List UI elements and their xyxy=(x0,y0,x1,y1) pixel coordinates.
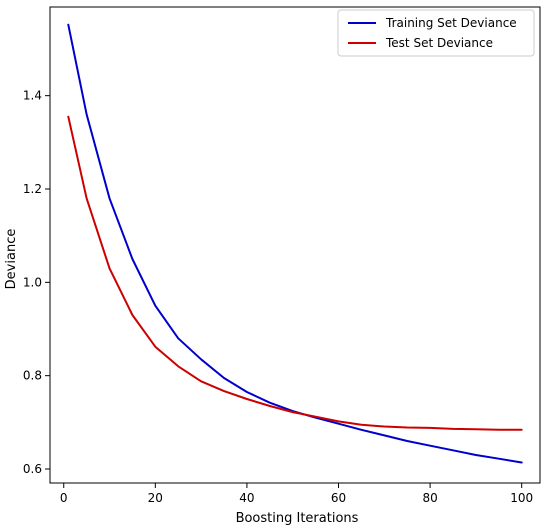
legend-box xyxy=(337,9,535,57)
legend: Training Set Deviance Test Set Deviance xyxy=(337,9,535,57)
y-axis-ticks: 0.6 0.8 1.0 1.2 1.4 xyxy=(23,89,50,476)
legend-label: Training Set Deviance xyxy=(385,16,517,30)
x-tick-label: 40 xyxy=(239,491,254,505)
y-tick-label: 0.8 xyxy=(23,369,42,383)
series-layer xyxy=(67,23,523,464)
y-axis-label: Deviance xyxy=(4,229,19,290)
x-tick-label: 60 xyxy=(331,491,346,505)
x-tick-label: 80 xyxy=(422,491,437,505)
x-tick-label: 20 xyxy=(148,491,163,505)
y-tick-label: 1.4 xyxy=(23,89,42,103)
x-axis-label: Boosting Iterations xyxy=(236,511,359,526)
legend-label: Test Set Deviance xyxy=(385,36,493,50)
x-tick-label: 0 xyxy=(60,491,68,505)
y-tick-label: 1.2 xyxy=(23,182,42,196)
y-tick-label: 1.0 xyxy=(23,275,42,289)
x-axis-ticks: 0 20 40 60 80 100 xyxy=(60,483,533,505)
series-line-test xyxy=(67,115,523,431)
x-tick-label: 100 xyxy=(510,491,533,505)
plot-frame xyxy=(49,6,541,484)
y-tick-label: 0.6 xyxy=(23,462,42,476)
